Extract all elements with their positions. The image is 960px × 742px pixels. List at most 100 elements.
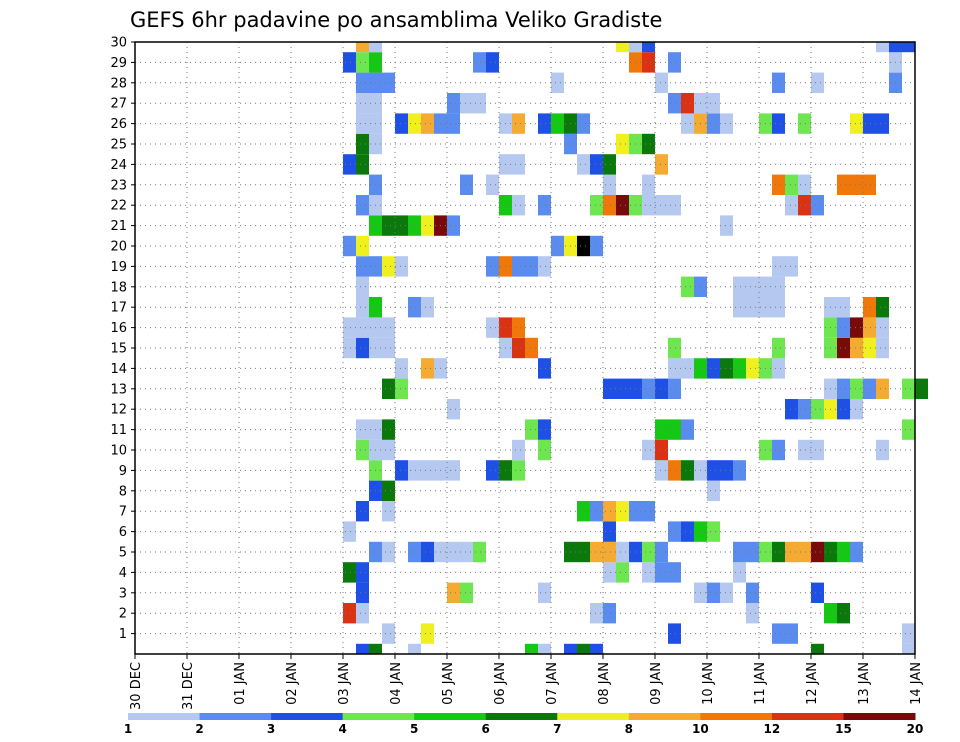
colorbar-swatch <box>485 713 558 720</box>
heatmap-cell <box>525 419 538 440</box>
heatmap-cell <box>655 562 668 583</box>
heatmap-cell <box>356 195 369 216</box>
heatmap-cell <box>356 582 369 603</box>
heatmap-cell <box>473 541 486 563</box>
heatmap-cell <box>655 378 668 399</box>
heatmap-cell <box>512 154 525 175</box>
heatmap-cell <box>902 419 915 440</box>
colorbar-label: 8 <box>625 722 633 736</box>
heatmap-cell <box>343 317 356 338</box>
heatmap-cell <box>785 256 798 277</box>
heatmap-cell <box>616 562 629 583</box>
heatmap-cell <box>655 419 668 440</box>
heatmap-cell <box>655 460 668 481</box>
colorbar-swatch <box>771 713 844 720</box>
heatmap-cell <box>850 337 863 359</box>
heatmap-cell <box>577 154 590 175</box>
heatmap-cell <box>369 42 382 53</box>
heatmap-cell <box>356 42 369 53</box>
heatmap-cell <box>642 133 655 155</box>
colorbar-label: 2 <box>195 722 203 736</box>
heatmap-cell <box>486 52 499 73</box>
heatmap-cell <box>408 460 421 481</box>
heatmap-cell <box>343 52 356 73</box>
heatmap-cell <box>590 643 603 654</box>
y-tick-label: 5 <box>119 546 127 561</box>
heatmap-cell <box>421 460 434 481</box>
heatmap-cell <box>889 42 902 53</box>
heatmap-cell <box>772 439 785 461</box>
heatmap-cell <box>785 399 798 420</box>
heatmap-cell <box>772 276 785 297</box>
heatmap-cell <box>681 419 694 440</box>
x-tick-label: 30 DEC <box>129 662 144 710</box>
colorbar-label: 10 <box>692 722 709 736</box>
heatmap-cell <box>642 439 655 461</box>
y-tick-label: 19 <box>110 260 127 275</box>
heatmap-cell <box>707 521 720 542</box>
heatmap-cell <box>421 541 434 563</box>
heatmap-cell <box>811 399 824 420</box>
heatmap-cell <box>343 521 356 542</box>
heatmap-cell <box>447 460 460 481</box>
heatmap-cell <box>811 439 824 461</box>
heatmap-cell <box>421 623 434 644</box>
x-tick-label: 04 JAN <box>389 662 404 705</box>
heatmap-cell <box>421 215 434 236</box>
heatmap-cell <box>863 317 876 338</box>
y-tick-label: 26 <box>110 117 127 132</box>
heatmap-cell <box>577 501 590 522</box>
heatmap-cell <box>356 439 369 461</box>
heatmap-cell <box>850 113 863 134</box>
heatmap-cell <box>551 113 564 134</box>
heatmap-cell <box>538 643 551 654</box>
heatmap-cell <box>590 154 603 175</box>
heatmap-cell <box>642 562 655 583</box>
heatmap-cell <box>447 399 460 420</box>
heatmap-cell <box>395 215 408 236</box>
heatmap-cell <box>590 501 603 522</box>
heatmap-cell <box>720 582 733 603</box>
colorbar-swatch <box>843 713 916 720</box>
heatmap-cell <box>356 276 369 297</box>
heatmap-cell <box>577 541 590 563</box>
heatmap-cell <box>603 603 616 624</box>
heatmap-cell <box>356 256 369 277</box>
heatmap-cell <box>668 337 681 359</box>
heatmap-cell <box>486 256 499 277</box>
heatmap-cell <box>746 276 759 297</box>
heatmap-cell <box>642 174 655 195</box>
x-tick-label: 11 JAN <box>753 662 768 705</box>
heatmap-cell <box>486 317 499 338</box>
heatmap-cell <box>811 643 824 654</box>
heatmap-cell <box>408 215 421 236</box>
heatmap-cell <box>785 623 798 644</box>
colorbar: 1 2 3 4 5 6 7 8 10 12 15 20 <box>124 713 923 736</box>
heatmap-cell <box>837 541 850 563</box>
heatmap-cell <box>733 297 746 318</box>
heatmap-cell <box>681 113 694 134</box>
heatmap-cell <box>668 378 681 399</box>
colorbar-swatch <box>271 713 344 720</box>
heatmap-cell <box>655 195 668 216</box>
heatmap-cell <box>356 113 369 134</box>
heatmap-cell <box>707 460 720 481</box>
y-tick-label: 25 <box>110 138 127 153</box>
heatmap-cell <box>564 643 577 654</box>
heatmap-cell <box>915 378 928 399</box>
y-tick-label: 4 <box>119 566 127 581</box>
heatmap-cell <box>395 358 408 379</box>
heatmap-cell <box>902 42 915 53</box>
heatmap-cell <box>746 541 759 563</box>
heatmap-cell <box>421 113 434 134</box>
x-axis-ticks: 30 DEC 31 DEC 01 JAN 02 JAN 03 JAN 04 JAN 05 J… <box>129 654 924 710</box>
heatmap-cell <box>668 358 681 379</box>
heatmap-cell <box>395 256 408 277</box>
heatmap-cell <box>603 541 616 563</box>
heatmap-cell <box>720 113 733 134</box>
colorbar-swatch <box>128 713 201 720</box>
colorbar-swatch <box>342 713 415 720</box>
colorbar-label: 12 <box>764 722 781 736</box>
y-tick-label: 3 <box>119 586 127 601</box>
